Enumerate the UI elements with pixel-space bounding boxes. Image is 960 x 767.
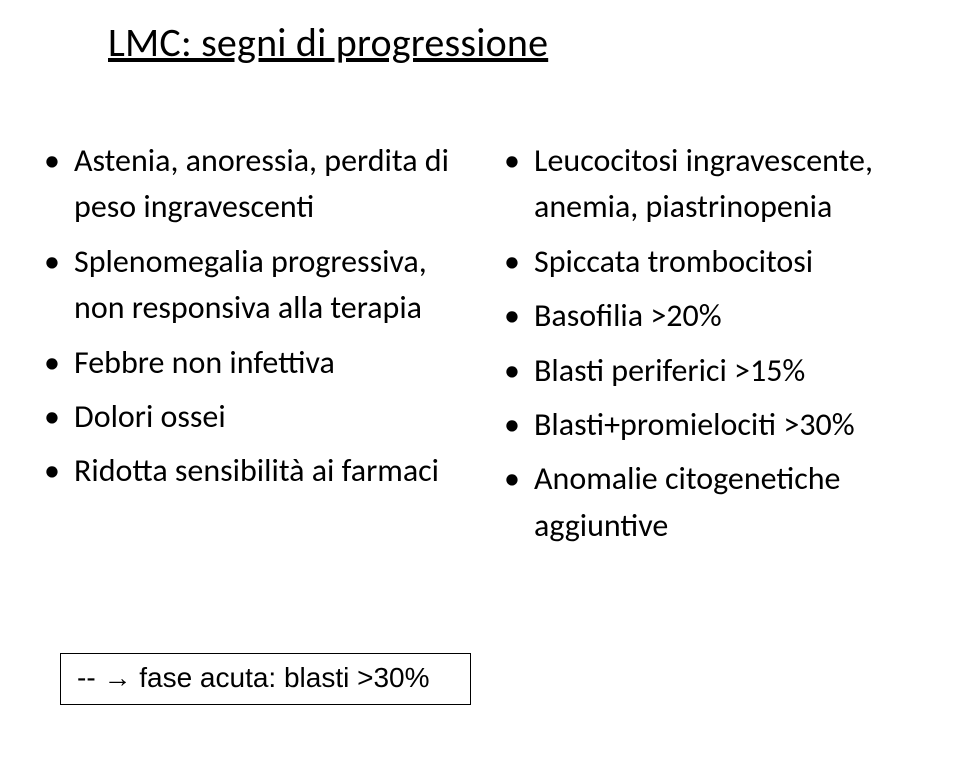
list-item: Basofilia >20% (500, 293, 940, 339)
list-item: Splenomegalia progressiva, non responsiv… (40, 239, 470, 332)
list-item: Blasti periferici >15% (500, 348, 940, 394)
bullet-text: Splenomegalia progressiva, non responsiv… (74, 242, 427, 327)
arrow-right-icon: → (103, 662, 131, 694)
bullet-text: Febbre non infettiva (74, 343, 335, 382)
list-item: Blasti+promielociti >30% (500, 402, 940, 448)
bullet-text: Anomalie citogenetiche aggiuntive (534, 459, 840, 544)
list-item: Anomalie citogenetiche aggiuntive (500, 456, 940, 549)
list-item: Dolori ossei (40, 394, 470, 440)
right-column: Leucocitosi ingravescente, anemia, piast… (500, 138, 940, 557)
list-item: Leucocitosi ingravescente, anemia, piast… (500, 138, 940, 231)
footer-prefix: -- (77, 662, 103, 693)
bullet-text: Astenia, anoressia, perdita di peso ingr… (74, 141, 449, 226)
slide: LMC: segni di progressione Astenia, anor… (0, 0, 960, 767)
left-column: Astenia, anoressia, perdita di peso ingr… (40, 138, 470, 503)
bullet-text: Ridotta sensibilità ai farmaci (74, 451, 439, 490)
list-item: Febbre non infettiva (40, 340, 470, 386)
bullet-text: Blasti+promielociti >30% (534, 405, 855, 444)
bullet-text: Spiccata trombocitosi (534, 242, 813, 281)
bullet-text: Leucocitosi ingravescente, anemia, piast… (534, 141, 873, 226)
bullet-text: Dolori ossei (74, 397, 226, 436)
footer-text: fase acuta: blasti >30% (131, 662, 429, 693)
list-item: Ridotta sensibilità ai farmaci (40, 448, 470, 494)
right-bullet-list: Leucocitosi ingravescente, anemia, piast… (500, 138, 940, 549)
bullet-text: Blasti periferici >15% (534, 351, 805, 390)
list-item: Astenia, anoressia, perdita di peso ingr… (40, 138, 470, 231)
footer-note-box: -- → fase acuta: blasti >30% (60, 653, 471, 705)
list-item: Spiccata trombocitosi (500, 239, 940, 285)
bullet-text: Basofilia >20% (534, 296, 722, 335)
slide-title: LMC: segni di progressione (108, 18, 548, 67)
left-bullet-list: Astenia, anoressia, perdita di peso ingr… (40, 138, 470, 495)
